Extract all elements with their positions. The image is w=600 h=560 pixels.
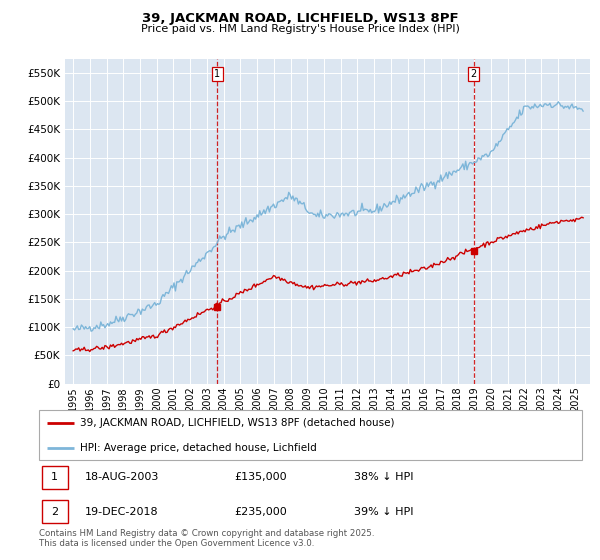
Text: 39, JACKMAN ROAD, LICHFIELD, WS13 8PF: 39, JACKMAN ROAD, LICHFIELD, WS13 8PF bbox=[142, 12, 458, 25]
Text: 2: 2 bbox=[470, 69, 477, 79]
Text: £235,000: £235,000 bbox=[235, 507, 287, 517]
Text: HPI: Average price, detached house, Lichfield: HPI: Average price, detached house, Lich… bbox=[80, 443, 316, 452]
Text: Contains HM Land Registry data © Crown copyright and database right 2025.
This d: Contains HM Land Registry data © Crown c… bbox=[39, 529, 374, 548]
Text: Price paid vs. HM Land Registry's House Price Index (HPI): Price paid vs. HM Land Registry's House … bbox=[140, 24, 460, 34]
Text: 39, JACKMAN ROAD, LICHFIELD, WS13 8PF (detached house): 39, JACKMAN ROAD, LICHFIELD, WS13 8PF (d… bbox=[80, 418, 394, 427]
FancyBboxPatch shape bbox=[42, 465, 68, 489]
Text: 2: 2 bbox=[51, 507, 58, 517]
Text: 19-DEC-2018: 19-DEC-2018 bbox=[85, 507, 159, 517]
FancyBboxPatch shape bbox=[39, 410, 582, 460]
Text: 1: 1 bbox=[51, 472, 58, 482]
Text: 39% ↓ HPI: 39% ↓ HPI bbox=[354, 507, 413, 517]
Text: 1: 1 bbox=[214, 69, 220, 79]
Text: 38% ↓ HPI: 38% ↓ HPI bbox=[354, 472, 413, 482]
FancyBboxPatch shape bbox=[42, 500, 68, 524]
Text: 18-AUG-2003: 18-AUG-2003 bbox=[85, 472, 160, 482]
Text: £135,000: £135,000 bbox=[235, 472, 287, 482]
